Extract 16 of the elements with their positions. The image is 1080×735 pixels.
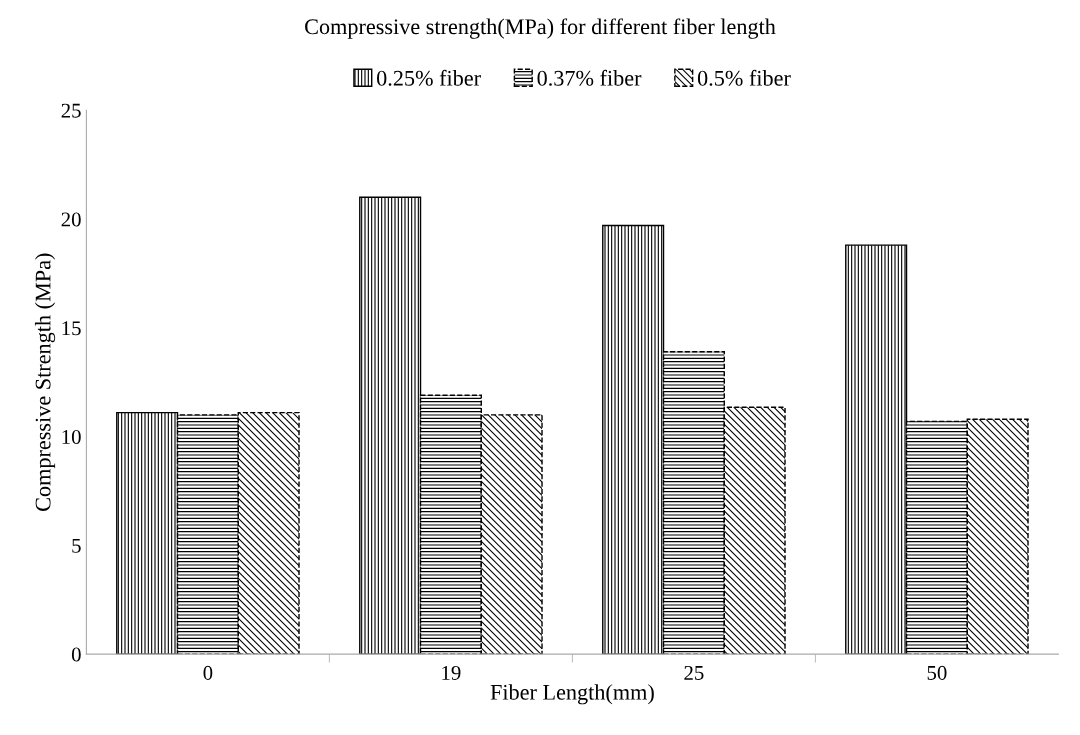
chart-title: Compressive strength(MPa) for different fiber length — [305, 18, 776, 39]
legend-label: 0.5% fiber — [697, 69, 791, 86]
y-tick-label: 15 — [62, 321, 81, 336]
x-tick-label: 25 — [684, 665, 704, 680]
x-tick-label: 19 — [442, 665, 461, 680]
x-tick-label: 50 — [927, 665, 947, 680]
x-tick-label: 0 — [203, 665, 213, 680]
y-tick-label: 5 — [72, 538, 81, 553]
y-tick-label: 20 — [61, 212, 81, 227]
legend-label: 0.37% fiber — [537, 69, 642, 86]
y-axis-title: Compressive Strength (MPa) — [34, 253, 56, 511]
y-tick-label: 10 — [62, 429, 81, 445]
legend-label: 0.25% fiber — [377, 69, 481, 86]
x-axis-title: Fiber Length(mm) — [490, 684, 654, 705]
y-tick-label: 25 — [61, 103, 81, 118]
y-tick-label: 0 — [71, 647, 81, 662]
